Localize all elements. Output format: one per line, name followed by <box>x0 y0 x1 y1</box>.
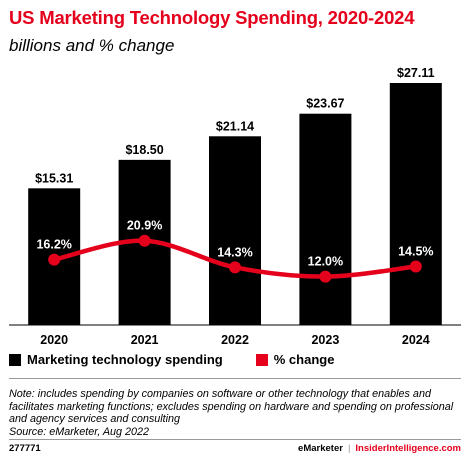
chart-legend: Marketing technology spending % change <box>9 352 367 367</box>
x-tick-label-2021: 2021 <box>131 333 159 347</box>
bar-2024 <box>389 83 442 325</box>
pct-label-2021: 20.9% <box>127 219 162 233</box>
pct-point-2022 <box>229 261 241 274</box>
chart-note: Note: includes spending by companies on … <box>9 388 461 439</box>
chart-id: 277771 <box>9 443 41 454</box>
legend-item-change: % change <box>255 352 335 367</box>
x-tick-label-2022: 2022 <box>221 333 249 347</box>
footer-brand: eMarketer | InsiderIntelligence.com <box>298 443 461 454</box>
x-tick-label-2020: 2020 <box>40 333 68 347</box>
footer: 277771 eMarketer | InsiderIntelligence.com <box>9 443 461 454</box>
brand-insider-intelligence: InsiderIntelligence.com <box>355 443 461 454</box>
bar-value-label-2022: $21.14 <box>216 119 254 133</box>
x-tick-label-2024: 2024 <box>402 333 430 347</box>
note-text: Note: includes spending by companies on … <box>9 388 454 426</box>
bar-value-label-2020: $15.31 <box>35 171 73 185</box>
chart-subtitle: billions and % change <box>9 36 175 55</box>
legend-label-change: % change <box>273 352 335 367</box>
chart-title: US Marketing Technology Spending, 2020-2… <box>9 7 415 28</box>
divider-bottom <box>9 439 461 440</box>
pct-point-2020 <box>48 253 61 266</box>
pct-point-2021 <box>138 234 151 247</box>
source-text: Source: eMarketer, Aug 2022 <box>9 426 150 439</box>
pct-point-2023 <box>319 270 332 283</box>
legend-swatch-change <box>255 353 268 366</box>
x-tick-label-2023: 2023 <box>311 333 339 347</box>
bar-2022 <box>209 136 261 325</box>
pct-label-2023: 12.0% <box>308 255 343 269</box>
pct-point-2024 <box>409 260 422 273</box>
divider-top <box>9 378 461 379</box>
brand-emarketer: eMarketer <box>298 443 343 454</box>
legend-label-spending: Marketing technology spending <box>27 352 223 367</box>
bar-value-label-2023: $23.67 <box>306 97 344 111</box>
brand-divider: | <box>347 443 351 454</box>
bar-value-label-2021: $18.50 <box>125 143 163 157</box>
chart-plot: $15.31 2020 $18.50 2021 $21.14 2022 $23.67 2023… <box>9 66 461 347</box>
legend-swatch-spending <box>9 353 21 366</box>
pct-label-2024: 14.5% <box>398 245 433 259</box>
bar-value-label-2024: $27.11 <box>397 66 435 80</box>
legend-item-spending: Marketing technology spending <box>9 352 223 367</box>
pct-label-2022: 14.3% <box>217 245 252 259</box>
bar-2023 <box>299 113 352 325</box>
pct-label-2020: 16.2% <box>36 238 71 252</box>
